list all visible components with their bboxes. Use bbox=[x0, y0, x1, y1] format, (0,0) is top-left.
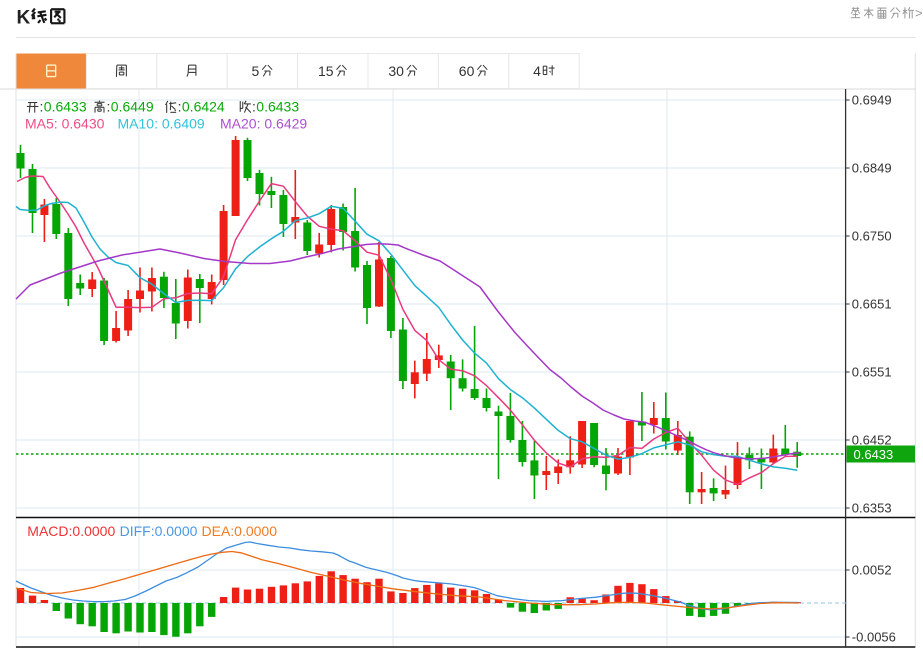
svg-text:0.6433: 0.6433 bbox=[854, 447, 894, 462]
svg-text:0.6551: 0.6551 bbox=[852, 365, 892, 380]
svg-text:60: 60 bbox=[459, 63, 475, 79]
svg-text:-0.0056: -0.0056 bbox=[852, 630, 896, 645]
svg-text:0.6353: 0.6353 bbox=[852, 501, 892, 516]
svg-text:MA10: 0.6409: MA10: 0.6409 bbox=[118, 116, 205, 132]
svg-text:DEA:0.0000: DEA:0.0000 bbox=[202, 523, 278, 539]
svg-text::: : bbox=[178, 99, 182, 115]
svg-text:0.6433: 0.6433 bbox=[44, 99, 87, 115]
svg-text:0.6433: 0.6433 bbox=[256, 99, 299, 115]
svg-text:4: 4 bbox=[533, 63, 541, 79]
svg-text:0.6750: 0.6750 bbox=[852, 229, 892, 244]
svg-text:0.6449: 0.6449 bbox=[111, 99, 154, 115]
svg-text:0.6849: 0.6849 bbox=[852, 161, 892, 176]
svg-text::: : bbox=[40, 99, 44, 115]
svg-text::: : bbox=[107, 99, 111, 115]
svg-text:30: 30 bbox=[388, 63, 404, 79]
svg-text::: : bbox=[252, 99, 256, 115]
svg-text:0.0052: 0.0052 bbox=[852, 563, 892, 578]
svg-text:MA5: 0.6430: MA5: 0.6430 bbox=[25, 116, 105, 132]
svg-text:0.6452: 0.6452 bbox=[852, 433, 892, 448]
svg-text:K: K bbox=[17, 8, 31, 29]
svg-text:5: 5 bbox=[252, 63, 260, 79]
svg-text:0.6651: 0.6651 bbox=[852, 297, 892, 312]
svg-text:>: > bbox=[915, 6, 923, 21]
svg-text:15: 15 bbox=[318, 63, 334, 79]
svg-text:MACD:0.0000: MACD:0.0000 bbox=[27, 523, 115, 539]
svg-text:MA20: 0.6429: MA20: 0.6429 bbox=[220, 116, 307, 132]
svg-text:DIFF:0.0000: DIFF:0.0000 bbox=[120, 523, 198, 539]
svg-text:0.6424: 0.6424 bbox=[182, 99, 225, 115]
svg-text:0.6949: 0.6949 bbox=[852, 93, 892, 108]
